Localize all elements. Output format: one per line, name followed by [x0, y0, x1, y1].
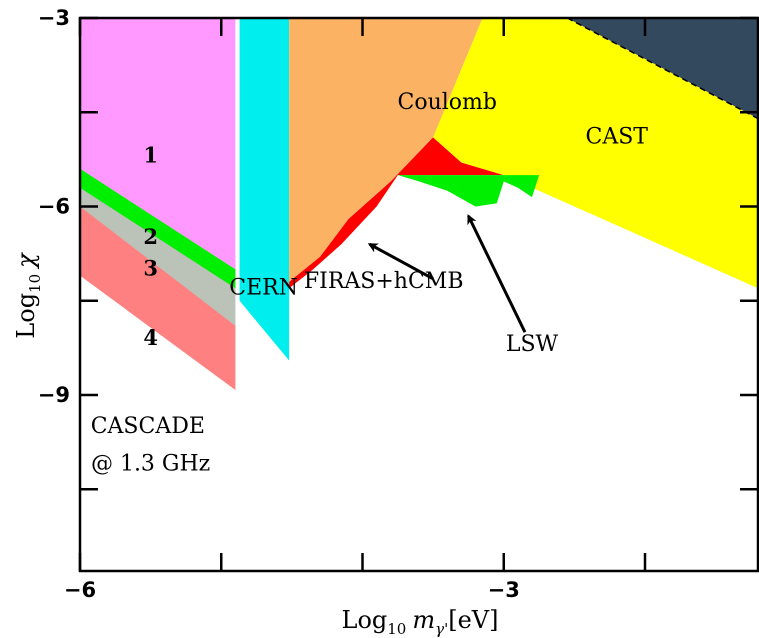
- y-tick-label: −3: [38, 6, 70, 30]
- annotation-arrows: [367, 214, 527, 333]
- x-axis-title-unit: [eV]: [448, 606, 498, 634]
- x-tick-label: −3: [488, 578, 520, 602]
- y-axis-title: Log10 χ: [12, 252, 44, 339]
- label-coulomb-0: Coulomb: [398, 90, 497, 115]
- region-coulomb: [289, 18, 483, 282]
- region-cascade-4: [80, 206, 236, 390]
- label-3-9: 3: [143, 256, 158, 281]
- label-2-8: 2: [143, 224, 158, 249]
- label-firas-hcmb-3: FIRAS+hCMB: [304, 269, 464, 294]
- y-tick-label: −9: [38, 383, 70, 407]
- x-tick-label: −6: [64, 578, 96, 602]
- region-labels: Coulomb CAST CERN FIRAS+hCMB LSW CASCADE @ 1.3…: [91, 90, 649, 476]
- exclusion-regions: [80, 18, 758, 390]
- label-4-10: 4: [143, 325, 158, 350]
- label-cascade-5: CASCADE: [91, 414, 205, 439]
- plot-frame: [78, 16, 759, 573]
- region-cascade-1: [80, 18, 236, 289]
- region-lsw: [397, 175, 540, 207]
- label-1-3-ghz-6: @ 1.3 GHz: [91, 451, 210, 476]
- x-axis-title-varsub: γ': [435, 620, 448, 638]
- lsw-arrow: [467, 214, 527, 333]
- y-axis-title-var: χ: [12, 252, 40, 270]
- y-axis-title-prefix: Log: [12, 293, 40, 339]
- label-cern-2: CERN: [229, 276, 298, 301]
- label-lsw-4: LSW: [506, 332, 559, 357]
- x-axis-title-prefix: Log: [342, 606, 388, 634]
- firas-arrow: [367, 242, 434, 281]
- region-cast: [433, 18, 758, 289]
- label-cast-1: CAST: [586, 125, 649, 150]
- y-tick-label: −6: [38, 195, 70, 219]
- cast-high-boundary: [566, 18, 758, 120]
- y-axis-title-sub: 10: [26, 274, 44, 293]
- x-axis-title-var: m: [412, 606, 435, 634]
- axis-ticks: [78, 16, 758, 571]
- axis-tick-labels: −6 −3 −3 −6 −9: [38, 6, 520, 602]
- region-cern: [239, 18, 290, 361]
- x-axis-title-sub: 10: [387, 620, 406, 638]
- label-1-7: 1: [143, 143, 158, 168]
- x-axis-title: Log10 mγ'[eV]: [342, 606, 499, 638]
